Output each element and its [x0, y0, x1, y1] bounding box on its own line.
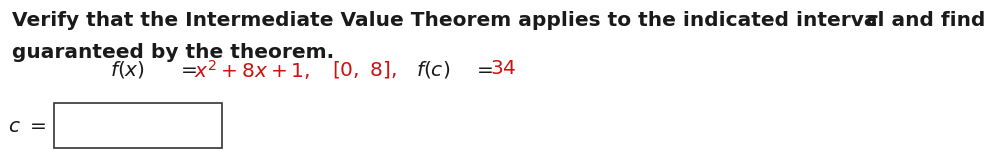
- Text: $\mathit{f}(\mathit{c})$: $\mathit{f}(\mathit{c})$: [416, 59, 450, 79]
- Text: $=$: $=$: [473, 59, 493, 77]
- Text: $\mathit{c}\ =$: $\mathit{c}\ =$: [8, 117, 46, 136]
- Text: Verify that the Intermediate Value Theorem applies to the indicated interval and: Verify that the Intermediate Value Theor…: [12, 11, 985, 30]
- Text: guaranteed by the theorem.: guaranteed by the theorem.: [12, 43, 334, 62]
- Text: $\mathit{x}^2 + 8\mathit{x} + 1,$: $\mathit{x}^2 + 8\mathit{x} + 1,$: [194, 59, 310, 82]
- Text: c: c: [865, 11, 877, 30]
- Text: $=$: $=$: [177, 59, 198, 77]
- Text: $\mathit{f}(\mathit{x})$: $\mathit{f}(\mathit{x})$: [110, 59, 146, 79]
- Text: $[0,\ 8],$: $[0,\ 8],$: [332, 59, 397, 79]
- Text: $34$: $34$: [490, 59, 516, 77]
- FancyBboxPatch shape: [54, 103, 222, 148]
